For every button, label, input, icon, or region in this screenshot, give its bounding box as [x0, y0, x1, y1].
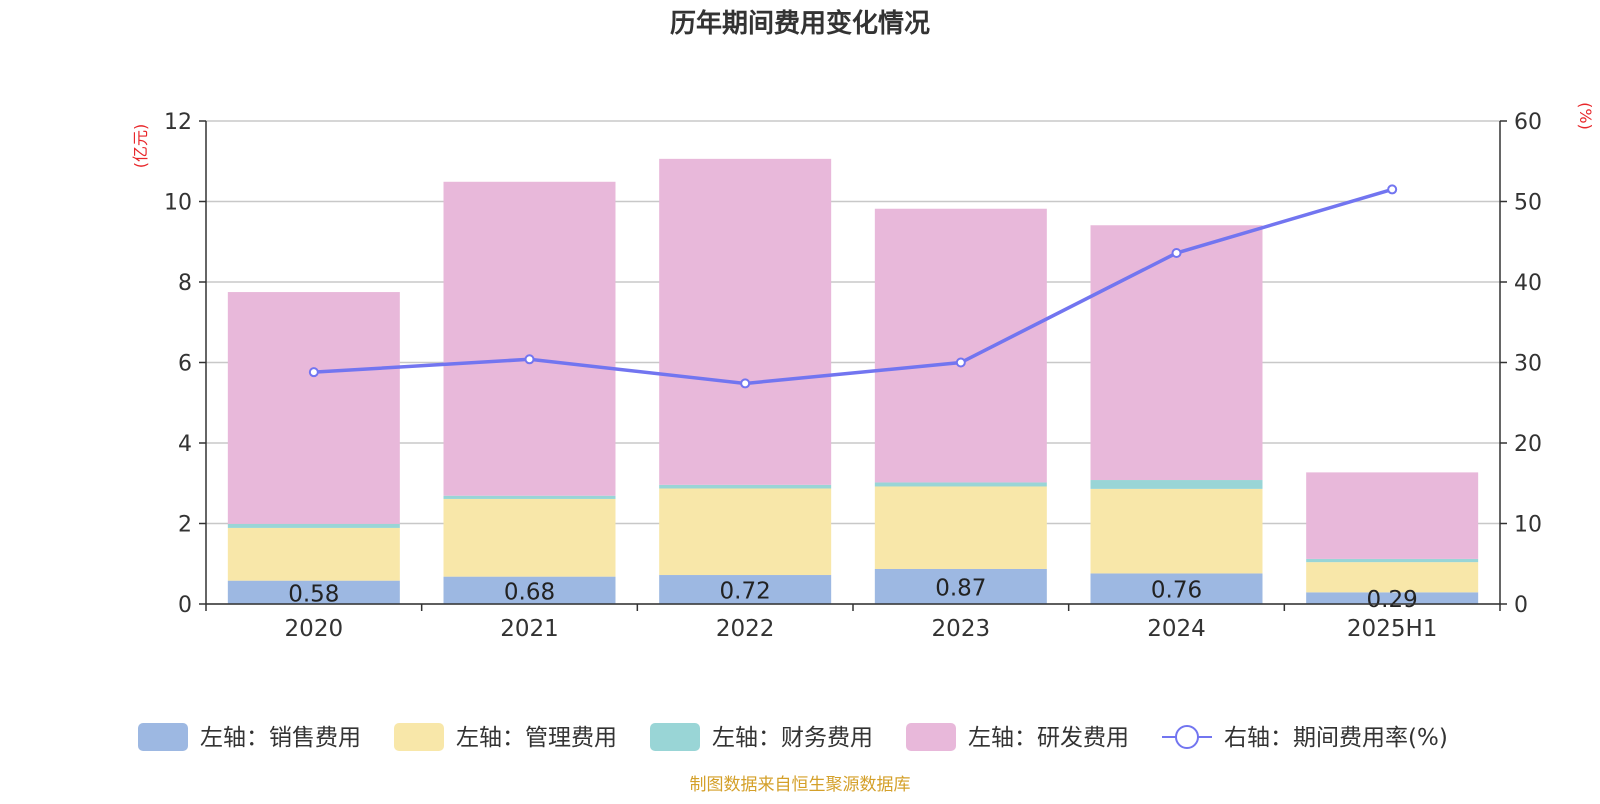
legend-label: 左轴：销售费用 [200, 725, 361, 751]
bar-data-label: 0.76 [1151, 578, 1202, 604]
left-tick-label: 2 [178, 513, 192, 538]
bar-series [227, 158, 1479, 604]
legend-label: 左轴：管理费用 [456, 725, 617, 751]
data-source-note: 制图数据来自恒生聚源数据库 [690, 775, 911, 795]
bar-segment [1306, 472, 1479, 559]
left-tick-label: 4 [178, 432, 192, 457]
bar-segment [227, 523, 400, 528]
data-labels: 0.58 0.68 0.72 0.87 0.76 0.29 [288, 575, 1418, 613]
right-tick-label: 10 [1514, 513, 1542, 538]
bar-segment [1090, 225, 1263, 481]
left-tick-label: 10 [164, 191, 192, 216]
bar-segment [874, 208, 1047, 483]
grid-lines [206, 120, 1500, 605]
bar-segment [227, 580, 400, 604]
bar-segment [874, 568, 1047, 604]
bar-segment [1306, 592, 1479, 604]
rate-line-series [308, 184, 1398, 389]
bar-segment [659, 158, 832, 485]
legend-marker [1175, 725, 1199, 749]
left-axis-unit: (亿元) [131, 124, 150, 169]
legend: 左轴：销售费用 左轴：管理费用 左轴：财务费用 左轴：研发费用 右轴：期间费用率(%) [138, 723, 1448, 751]
x-tick-label: 2020 [285, 616, 344, 642]
bar-segment [659, 488, 832, 576]
right-tick-label: 30 [1514, 352, 1542, 377]
right-tick-label: 20 [1514, 432, 1542, 457]
bar-segment [227, 527, 400, 581]
left-tick-label: 8 [178, 271, 192, 296]
left-tick-label: 6 [178, 352, 192, 377]
legend-label: 左轴：研发费用 [968, 725, 1129, 751]
chart-title: 历年期间费用变化情况 [670, 8, 930, 39]
x-tick-label: 2025H1 [1347, 616, 1437, 642]
bar-data-label: 0.68 [504, 579, 555, 605]
bar-segment [1306, 562, 1479, 593]
axes: 0 2 4 6 8 10 12 0 10 20 30 40 50 60 2020 2021 2022 2023 20… [164, 110, 1542, 642]
legend-swatch [906, 723, 956, 751]
right-tick-label: 50 [1514, 191, 1542, 216]
x-tick-label: 2024 [1147, 616, 1206, 642]
bar-segment [1090, 488, 1263, 574]
bar-data-label: 0.72 [720, 579, 771, 605]
bar-segment [443, 495, 616, 499]
x-tick-label: 2023 [932, 616, 991, 642]
bar-segment [443, 498, 616, 577]
left-tick-label: 12 [164, 110, 192, 135]
x-tick-label: 2022 [716, 616, 775, 642]
bar-segment [659, 575, 832, 604]
rate-point [1171, 248, 1182, 259]
bar-segment [1090, 573, 1263, 604]
x-tick-label: 2021 [500, 616, 559, 642]
legend-swatch [394, 723, 444, 751]
right-tick-label: 40 [1514, 271, 1542, 296]
rate-point [308, 367, 319, 378]
legend-swatch [650, 723, 700, 751]
rate-line [313, 187, 1393, 386]
bar-data-label: 0.87 [935, 575, 986, 601]
bar-segment [443, 181, 616, 496]
legend-label: 左轴：财务费用 [712, 725, 873, 751]
right-axis-unit: (%) [1576, 102, 1595, 130]
bar-segment [1306, 558, 1479, 563]
legend-swatch [138, 723, 188, 751]
bar-segment [659, 484, 832, 489]
bar-segment [874, 482, 1047, 487]
bar-data-label: 0.29 [1367, 587, 1418, 613]
bar-segment [1090, 480, 1263, 489]
rate-point [1387, 184, 1398, 195]
rate-point [524, 354, 535, 365]
bar-data-label: 0.58 [288, 581, 339, 607]
legend-label: 右轴：期间费用率(%) [1224, 725, 1448, 751]
bar-segment [874, 486, 1047, 569]
left-tick-label: 0 [178, 593, 192, 618]
rate-point [740, 378, 751, 389]
right-tick-label: 0 [1514, 593, 1528, 618]
bar-segment [443, 576, 616, 604]
bar-segment [227, 292, 400, 524]
rate-point [955, 357, 966, 368]
right-tick-label: 60 [1514, 110, 1542, 135]
